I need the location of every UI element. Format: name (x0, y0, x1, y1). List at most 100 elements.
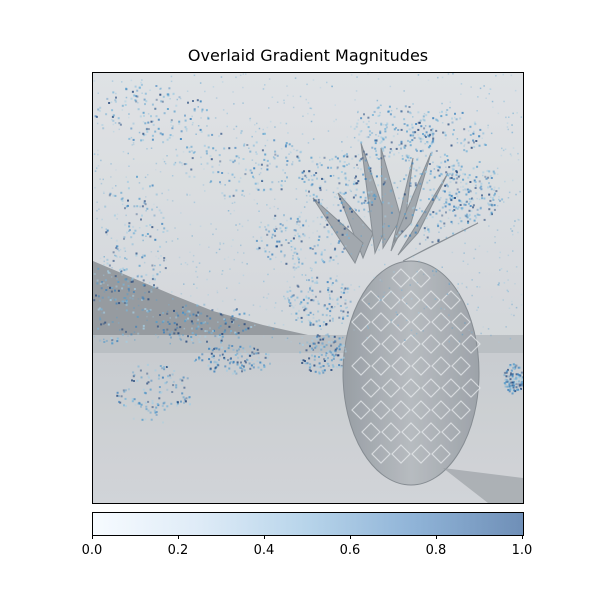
gradient-speckle (270, 188, 273, 191)
gradient-speckle (467, 303, 469, 305)
gradient-speckle (238, 325, 241, 327)
gradient-speckle (132, 375, 135, 378)
gradient-speckle (126, 303, 129, 306)
gradient-speckle (114, 99, 117, 102)
gradient-speckle (415, 123, 418, 125)
gradient-speckle (154, 264, 156, 267)
gradient-speckle (511, 373, 514, 375)
gradient-speckle (435, 270, 437, 273)
gradient-speckle (512, 372, 515, 375)
gradient-speckle (163, 257, 166, 259)
gradient-speckle (400, 110, 403, 113)
gradient-speckle (327, 363, 330, 365)
pineapple-scale (411, 356, 431, 376)
gradient-speckle (448, 166, 451, 169)
gradient-speckle (513, 389, 516, 392)
gradient-speckle (239, 366, 241, 369)
gradient-speckle (217, 171, 220, 174)
gradient-speckle (242, 86, 244, 89)
gradient-speckle (464, 173, 467, 176)
colorbar-tick (178, 535, 179, 539)
gradient-speckle (221, 338, 223, 340)
gradient-speckle (395, 235, 398, 238)
gradient-speckle (407, 188, 409, 191)
gradient-speckle (390, 321, 393, 324)
gradient-speckle (320, 253, 323, 256)
gradient-speckle (93, 335, 96, 338)
gradient-speckle (252, 236, 255, 238)
gradient-speckle (309, 287, 311, 290)
gradient-speckle (512, 233, 514, 236)
gradient-speckle (301, 362, 304, 364)
gradient-speckle (178, 256, 181, 259)
gradient-speckle (339, 305, 342, 307)
gradient-speckle (387, 202, 390, 205)
gradient-speckle (278, 240, 281, 243)
gradient-speckle (387, 110, 390, 113)
gradient-speckle (128, 222, 131, 225)
gradient-speckle (126, 231, 128, 234)
gradient-speckle (301, 262, 304, 265)
gradient-speckle (403, 146, 406, 149)
gradient-speckle (202, 184, 205, 186)
gradient-speckle (135, 100, 138, 103)
gradient-speckle (288, 301, 291, 303)
gradient-speckle (214, 117, 217, 119)
gradient-speckle (310, 298, 313, 301)
gradient-speckle (403, 90, 405, 92)
gradient-speckle (353, 136, 356, 139)
gradient-speckle (153, 214, 156, 217)
gradient-speckle (246, 144, 249, 146)
gradient-speckle (331, 353, 334, 356)
gradient-speckle (503, 374, 506, 377)
gradient-speckle (407, 177, 409, 179)
gradient-speckle (357, 111, 359, 114)
gradient-speckle (146, 372, 149, 375)
gradient-speckle (482, 171, 485, 174)
gradient-speckle (415, 148, 418, 151)
gradient-speckle (413, 334, 415, 337)
gradient-speckle (456, 138, 459, 140)
gradient-speckle (393, 128, 396, 131)
pineapple-scale (351, 400, 371, 420)
gradient-speckle (409, 157, 412, 159)
gradient-speckle (462, 185, 465, 188)
gradient-speckle (123, 302, 126, 304)
gradient-speckle (459, 174, 461, 177)
gradient-speckle (124, 279, 127, 281)
gradient-speckle (338, 240, 341, 243)
gradient-speckle (112, 251, 115, 254)
gradient-speckle (336, 167, 338, 170)
gradient-speckle (342, 317, 345, 320)
gradient-speckle (506, 126, 509, 128)
gradient-speckle (409, 184, 412, 187)
gradient-speckle (452, 129, 455, 131)
gradient-speckle (157, 257, 160, 260)
gradient-speckle (250, 364, 253, 367)
gradient-speckle (319, 185, 322, 188)
gradient-speckle (235, 309, 238, 311)
gradient-speckle (103, 192, 105, 194)
gradient-speckle (147, 121, 150, 124)
gradient-speckle (519, 366, 522, 369)
gradient-speckle (321, 177, 323, 180)
gradient-speckle (297, 256, 300, 259)
gradient-speckle (434, 298, 437, 300)
gradient-speckle (404, 213, 406, 216)
gradient-speckle (97, 153, 99, 156)
gradient-speckle (306, 279, 308, 281)
gradient-speckle (445, 113, 448, 116)
pineapple-scale (421, 378, 441, 398)
gradient-speckle (331, 307, 334, 309)
gradient-speckle (392, 135, 395, 138)
gradient-speckle (171, 391, 174, 393)
gradient-speckle (232, 161, 235, 164)
gradient-speckle (238, 324, 240, 327)
gradient-speckle (208, 246, 210, 248)
gradient-speckle (280, 184, 283, 187)
gradient-speckle (325, 344, 328, 347)
gradient-speckle (159, 271, 161, 273)
gradient-speckle (155, 321, 158, 323)
gradient-speckle (124, 207, 126, 210)
gradient-speckle (438, 166, 441, 169)
